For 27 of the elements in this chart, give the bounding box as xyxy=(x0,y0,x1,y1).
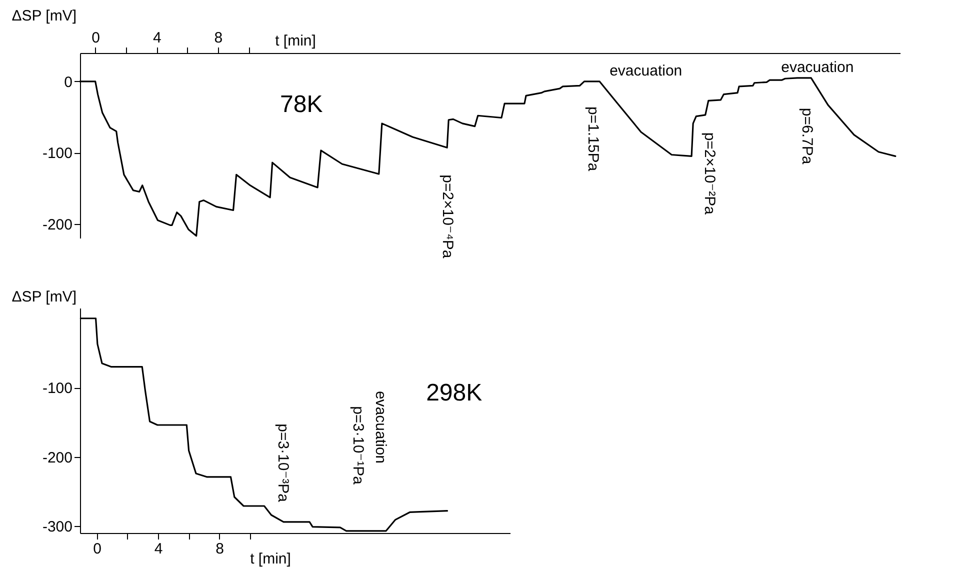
x-tick-label: 8 xyxy=(214,30,223,46)
y-tick-label: -200 xyxy=(42,449,72,466)
annotation: p=1.15Pa xyxy=(584,106,602,172)
annotation: evacuation xyxy=(372,390,389,464)
y-tick-label: -300 xyxy=(42,518,72,536)
x-axis-title: t [min] xyxy=(250,550,291,568)
annotation: evacuation xyxy=(610,62,682,80)
annotation: p=6.7Pa xyxy=(798,108,816,165)
annotation: evacuation xyxy=(781,58,854,76)
y-tick-label: -200 xyxy=(42,216,72,234)
x-tick-label: 4 xyxy=(152,30,162,46)
x-tick-label: 0 xyxy=(93,540,102,558)
annotation: p=3·10⁻³Pa xyxy=(274,424,292,503)
y-tick-label: -100 xyxy=(42,145,72,162)
y-tick-label: -100 xyxy=(42,380,72,398)
y-axis-title: ΔSP [mV] xyxy=(12,288,76,306)
annotation: 298K xyxy=(426,380,482,406)
y-tick-label: 0 xyxy=(64,74,72,91)
x-axis-title: t [min] xyxy=(275,32,316,50)
annotation: 78K xyxy=(280,90,323,118)
y-axis-title: ΔSP [mV] xyxy=(12,8,76,24)
annotation: p=2×10⁻⁴Pa xyxy=(438,174,456,259)
x-tick-label: 8 xyxy=(216,540,224,558)
x-tick-label: 0 xyxy=(92,30,100,46)
x-tick-label: 4 xyxy=(154,540,163,558)
annotation: p=3·10⁻¹Pa xyxy=(350,406,367,486)
annotation: p=2×10⁻²Pa xyxy=(701,132,718,216)
